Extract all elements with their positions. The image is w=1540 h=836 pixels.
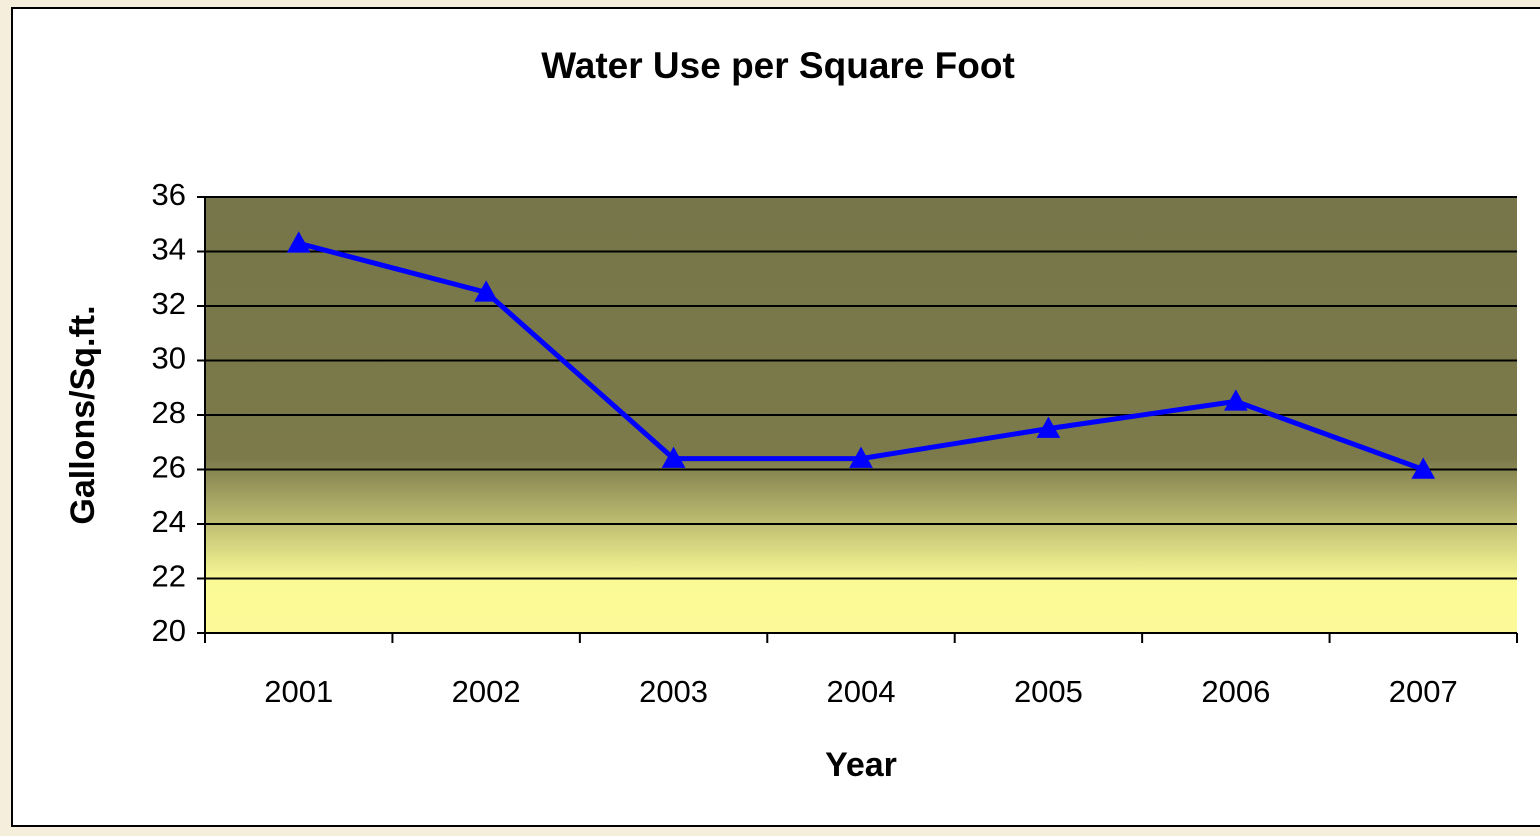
y-tick-label: 22: [152, 559, 186, 594]
data-marker: [1411, 457, 1436, 479]
y-tick-label: 26: [152, 450, 186, 485]
x-axis-title: Year: [825, 746, 897, 784]
data-marker: [1036, 416, 1061, 438]
y-tick-label: 34: [152, 232, 186, 267]
x-tick-label: 2002: [452, 674, 521, 709]
x-tick-label: 2003: [639, 674, 708, 709]
y-tick-label: 20: [152, 613, 186, 648]
y-axis-title: Gallons/Sq.ft.: [64, 305, 102, 524]
x-tick-label: 2007: [1389, 674, 1458, 709]
x-tick-label: 2006: [1201, 674, 1270, 709]
y-tick-label: 36: [152, 177, 186, 212]
chart-title: Water Use per Square Foot: [541, 45, 1015, 86]
x-tick-label: 2005: [1014, 674, 1083, 709]
data-marker: [286, 231, 311, 253]
y-tick-label: 24: [152, 504, 186, 539]
x-tick-label: 2004: [827, 674, 896, 709]
y-tick-label: 28: [152, 395, 186, 430]
data-marker: [1224, 389, 1248, 411]
data-marker: [661, 446, 686, 468]
x-tick-label: 2001: [264, 674, 333, 709]
data-marker: [849, 446, 873, 468]
y-tick-label: 30: [152, 341, 186, 376]
y-tick-label: 32: [152, 286, 186, 321]
data-marker: [474, 280, 498, 302]
